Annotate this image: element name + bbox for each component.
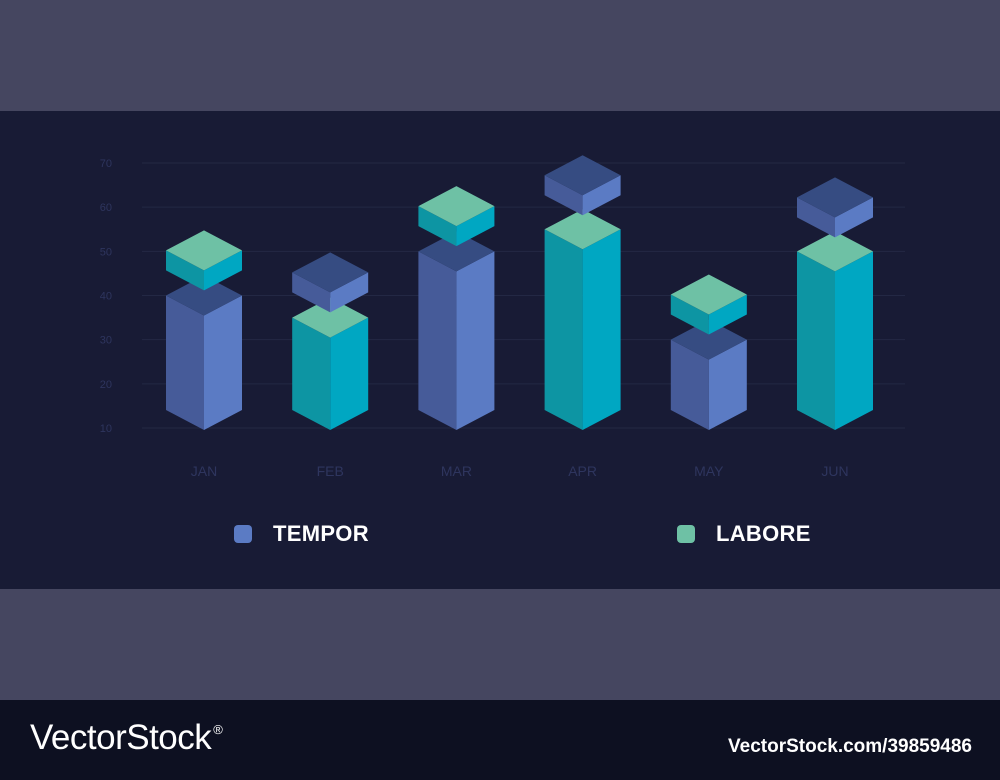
bar-tempor-may-top-face — [670, 319, 747, 360]
bar-group-may — [670, 274, 747, 430]
cap-tempor-feb-right-face — [330, 272, 369, 313]
bar-labore-jun-left-face — [797, 251, 835, 430]
cap-labore-may-left-face — [670, 294, 709, 335]
isometric-bar-chart: 10 20 30 40 50 60 70 JAN FEB MAR APR MAY JUN — [100, 155, 905, 479]
cap-tempor-apr-top-face — [544, 155, 621, 196]
bar-tempor-may-left-face — [670, 339, 709, 430]
cap-tempor-jun-right-face — [835, 197, 873, 238]
x-tick-label-feb: FEB — [317, 463, 344, 479]
cap-tempor-jun-top-face — [797, 177, 873, 218]
legend-item-labore: LABORE — [677, 521, 811, 546]
bar-tempor-mar-right-face — [456, 251, 495, 430]
cap-labore-mar-right-face — [456, 206, 495, 247]
bar-labore-jun-top-face — [797, 231, 873, 272]
cap-labore-may-top-face — [670, 274, 747, 315]
x-tick-label-mar: MAR — [441, 463, 472, 479]
cap-tempor-apr-right-face — [582, 175, 621, 216]
bar-labore-feb-right-face — [330, 317, 369, 430]
bar-group-apr — [544, 155, 621, 430]
bar-labore-feb-left-face — [292, 317, 331, 430]
footer-bar — [0, 700, 1000, 780]
y-tick-label-30: 30 — [100, 335, 112, 347]
registered-mark: ® — [213, 722, 223, 737]
bar-group-mar — [418, 186, 495, 430]
brand-name: VectorStock — [30, 718, 212, 757]
bar-labore-jun-right-face — [835, 251, 873, 430]
cap-labore-jan-left-face — [166, 250, 204, 291]
bar-labore-apr-right-face — [582, 229, 621, 430]
bar-labore-feb-top-face — [292, 297, 369, 338]
stock-id: VectorStock.com/39859486 — [728, 736, 972, 757]
cap-labore-jan-right-face — [204, 250, 242, 291]
legend-label-labore: LABORE — [716, 521, 811, 546]
bar-layer — [166, 155, 873, 430]
cap-tempor-jun-left-face — [797, 197, 835, 238]
grid-layer: 10 20 30 40 50 60 70 — [100, 158, 905, 435]
y-tick-label-60: 60 — [100, 202, 112, 214]
bottom-band — [0, 589, 1000, 700]
legend-item-tempor: TEMPOR — [234, 521, 369, 546]
legend-swatch-tempor — [234, 525, 252, 543]
cap-labore-may-right-face — [708, 294, 747, 335]
bar-tempor-mar-left-face — [418, 251, 457, 430]
cap-labore-mar-left-face — [418, 206, 457, 247]
y-tick-label-40: 40 — [100, 291, 112, 303]
x-tick-label-jan: JAN — [191, 463, 217, 479]
bar-tempor-jan-top-face — [166, 275, 242, 316]
top-band — [0, 0, 1000, 111]
bar-labore-apr-left-face — [544, 229, 583, 430]
x-tick-label-may: MAY — [694, 463, 724, 479]
cap-tempor-feb-top-face — [292, 252, 369, 293]
legend-swatch-labore — [677, 525, 695, 543]
bar-tempor-mar-top-face — [418, 231, 495, 272]
cap-tempor-apr-left-face — [544, 175, 583, 216]
y-tick-label-10: 10 — [100, 423, 112, 435]
x-tick-label-apr: APR — [568, 463, 597, 479]
cap-tempor-feb-left-face — [292, 272, 331, 313]
x-tick-labels: JAN FEB MAR APR MAY JUN — [191, 463, 849, 479]
y-tick-label-50: 50 — [100, 246, 112, 258]
y-tick-label-70: 70 — [100, 158, 112, 170]
bar-tempor-may-right-face — [708, 339, 747, 430]
bar-labore-apr-top-face — [544, 209, 621, 250]
bar-tempor-jan-right-face — [204, 295, 242, 430]
y-tick-label-20: 20 — [100, 379, 112, 391]
brand-logo: VectorStock ® — [30, 718, 223, 758]
cap-labore-mar-top-face — [418, 186, 495, 227]
bar-group-jun — [797, 177, 873, 430]
bar-group-jan — [166, 230, 242, 430]
bar-tempor-jan-left-face — [166, 295, 204, 430]
bar-group-feb — [292, 252, 369, 430]
legend-label-tempor: TEMPOR — [273, 521, 369, 546]
cap-labore-jan-top-face — [166, 230, 242, 271]
x-tick-label-jun: JUN — [821, 463, 848, 479]
